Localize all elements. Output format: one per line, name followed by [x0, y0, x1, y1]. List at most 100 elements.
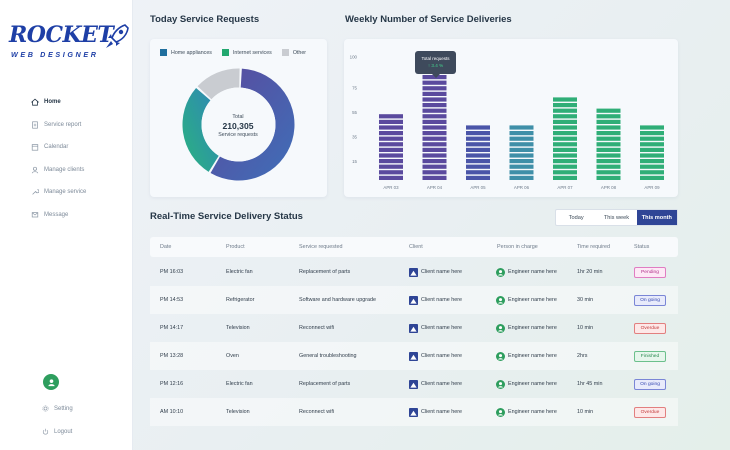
- setting-label: Setting: [54, 405, 73, 412]
- donut-hole: [201, 87, 276, 162]
- bar-segment: [422, 164, 447, 169]
- cell-service-text: Replacement of parts: [299, 381, 351, 387]
- total-label: Total: [232, 114, 244, 120]
- table-row[interactable]: AM 10:10 Television Reconnect wifi Client n…: [150, 398, 678, 426]
- legend-item: Other: [281, 49, 306, 56]
- cell-date-text: PM 16:03: [160, 269, 184, 275]
- cell-service: Replacement of parts: [299, 370, 350, 398]
- cell-date-text: PM 12:16: [160, 381, 184, 387]
- tooltip-arrow: [432, 74, 440, 78]
- sidebar-nav: Home Service report Calendar Manage clie…: [31, 96, 86, 231]
- cell-service-text: Replacement of parts: [299, 269, 351, 275]
- cell-client: Client name here: [409, 258, 462, 286]
- donut-slice-home-appliances[interactable]: [210, 68, 295, 181]
- bar-segment: [466, 159, 490, 164]
- bar-apr-07[interactable]: [553, 97, 577, 180]
- y-tick-label: 35: [352, 134, 357, 139]
- table-row[interactable]: PM 13:28 Oven General troubleshooting Clien…: [150, 342, 678, 370]
- bar-apr-05[interactable]: [466, 125, 490, 180]
- table-row[interactable]: PM 14:53 Refrigerator Software and hardwar…: [150, 286, 678, 314]
- cell-product: Electric fan: [226, 370, 253, 398]
- total-value: 210,305: [222, 121, 254, 131]
- total-caption: Service requests: [218, 132, 258, 138]
- table-row[interactable]: PM 12:16 Electric fan Replacement of parts…: [150, 370, 678, 398]
- bar-segment: [596, 119, 621, 124]
- sidebar: ROCKET WEB DESIGNER Home Service report …: [0, 0, 133, 450]
- bar-segment: [596, 114, 621, 119]
- donut-slice-internet-services[interactable]: [182, 87, 219, 172]
- table-row[interactable]: PM 14:17 Television Reconnect wifi Client n…: [150, 314, 678, 342]
- bar-segment: [422, 159, 447, 164]
- client-image-icon: [409, 323, 418, 333]
- cell-person: Engineer name here: [496, 258, 557, 286]
- table-row[interactable]: PM 16:03 Electric fan Replacement of parts…: [150, 258, 678, 286]
- status-badge[interactable]: Pending: [634, 266, 666, 278]
- bar-segment: [640, 147, 664, 152]
- cell-client: Client name here: [409, 342, 462, 370]
- bar-segment: [509, 142, 534, 147]
- legend-item: Home appliances: [160, 49, 212, 56]
- bar-segment: [379, 153, 403, 158]
- status-title: Real-Time Service Delivery Status: [150, 211, 303, 222]
- cell-time: 30 min: [577, 286, 593, 314]
- bar-segment: [640, 142, 664, 147]
- bar-segment: [596, 170, 621, 175]
- status-badge[interactable]: Finished: [634, 350, 666, 362]
- donut-slice-other[interactable]: [197, 68, 240, 100]
- status-badge[interactable]: On going: [634, 378, 666, 390]
- logout-link[interactable]: Logout: [42, 428, 72, 435]
- bar-segment: [379, 164, 403, 169]
- bar-segment: [379, 170, 403, 175]
- bar-segment: [422, 147, 447, 152]
- cell-client-text: Client name here: [421, 269, 463, 275]
- tooltip-value: ↑ 3.4 %: [427, 63, 444, 68]
- bar-segment: [640, 170, 664, 175]
- weekly-title: Weekly Number of Service Deliveries: [345, 14, 512, 25]
- sidebar-item-message[interactable]: Message: [31, 209, 86, 221]
- bar-segment: [422, 131, 447, 136]
- bar-segment: [553, 119, 577, 124]
- cell-service: Reconnect wifi: [299, 314, 334, 342]
- bar-apr-09[interactable]: [640, 125, 664, 180]
- cell-time: 1hr 20 min: [577, 258, 602, 286]
- sidebar-item-service-report[interactable]: Service report: [31, 119, 86, 131]
- bar-segment: [596, 153, 621, 158]
- bar-segment: [466, 175, 490, 180]
- tab-this-week[interactable]: This week: [603, 214, 630, 221]
- cell-product: Oven: [226, 342, 239, 370]
- bar-apr-06[interactable]: [509, 125, 534, 180]
- cell-client-text: Client name here: [421, 325, 463, 331]
- cell-date-text: PM 13:28: [160, 353, 184, 359]
- tab-today[interactable]: Today: [568, 214, 584, 221]
- cell-person-text: Engineer name here: [508, 353, 557, 359]
- bar-segment: [509, 164, 534, 169]
- bar-segment: [553, 125, 577, 130]
- sidebar-item-home[interactable]: Home: [31, 96, 86, 108]
- bar-segment: [640, 153, 664, 158]
- sidebar-item-manage-clients[interactable]: Manage clients: [31, 164, 86, 176]
- legend-label: Home appliances: [171, 49, 212, 56]
- clients-icon: [31, 166, 39, 173]
- bar-apr-04[interactable]: [422, 75, 447, 180]
- cell-service-text: Reconnect wifi: [299, 325, 335, 331]
- y-tick-label: 15: [352, 159, 357, 164]
- tab-this-month[interactable]: This month: [636, 210, 677, 225]
- status-badge[interactable]: Overdue: [634, 322, 666, 334]
- cell-time-text: 30 min: [577, 297, 594, 303]
- cell-person-text: Engineer name here: [508, 381, 557, 387]
- sidebar-item-manage-service[interactable]: Manage service: [31, 186, 86, 198]
- bar-apr-03[interactable]: [379, 114, 403, 180]
- brand-logo[interactable]: ROCKET WEB DESIGNER: [9, 24, 129, 64]
- status-badge[interactable]: On going: [634, 294, 666, 306]
- status-badge[interactable]: Overdue: [634, 406, 666, 418]
- bar-segment: [379, 159, 403, 164]
- bar-segment: [509, 170, 534, 175]
- bar-apr-08[interactable]: [596, 108, 621, 180]
- avatar[interactable]: [43, 374, 59, 390]
- setting-link[interactable]: Setting: [42, 405, 73, 412]
- bar-segment: [509, 159, 534, 164]
- cell-person: Engineer name here: [496, 370, 557, 398]
- bar-segment: [466, 164, 490, 169]
- sidebar-item-calendar[interactable]: Calendar: [31, 141, 86, 153]
- y-tick-label: 100: [350, 55, 358, 60]
